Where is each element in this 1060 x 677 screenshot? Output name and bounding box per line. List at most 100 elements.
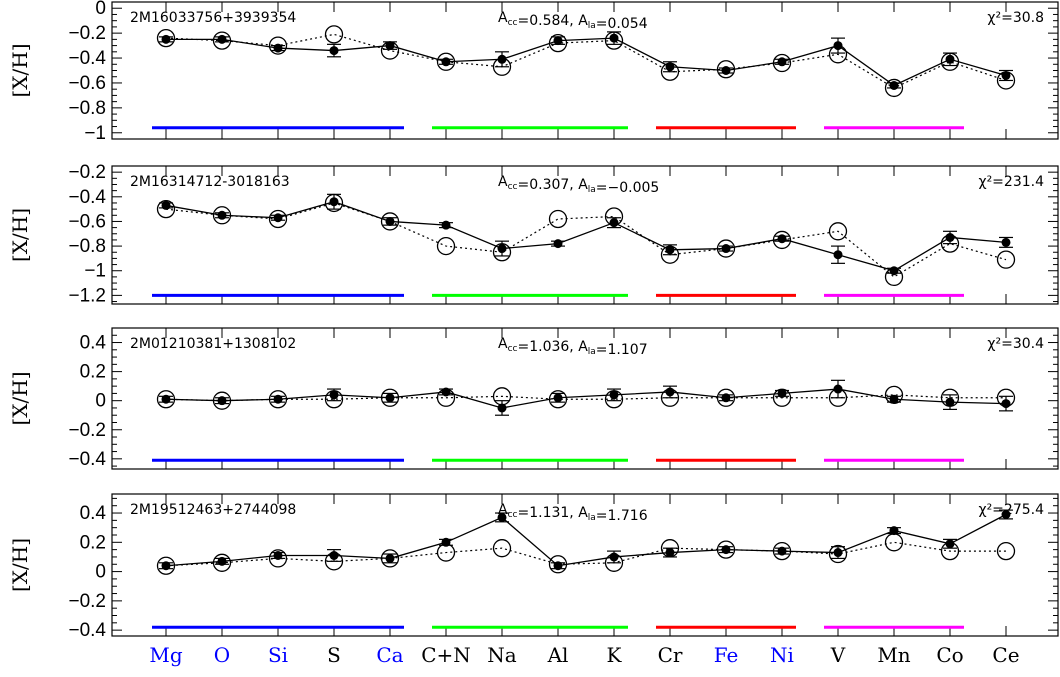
x-tick-label-S: S [327, 643, 341, 667]
observed-point-S [329, 390, 339, 400]
model-point-Fe [716, 60, 736, 79]
x-tick-label-Mn: Mn [877, 643, 910, 667]
x-tick-label-O: O [214, 643, 230, 667]
observed-point-Cr [665, 245, 675, 255]
observed-point-K [609, 552, 619, 562]
model-point-Na [492, 539, 512, 558]
model-point-Fe [716, 540, 736, 559]
observed-point-Na [497, 512, 507, 522]
annotation-text: A [498, 174, 508, 190]
model-line [165, 33, 1007, 89]
model-point-Ca [380, 212, 400, 231]
y-tick-label: −0.4 [68, 449, 106, 470]
model-point-O [212, 31, 232, 50]
y-tick-label: 0 [95, 391, 106, 412]
observed-point-Mg [161, 394, 171, 404]
observed-point-C+N [441, 220, 451, 230]
model-point-Ni [772, 541, 792, 561]
model-point-Si [268, 390, 288, 409]
y-tick-label: −1 [84, 123, 106, 144]
observed-point-V [833, 41, 843, 51]
observed-point-Al [553, 561, 563, 571]
annotation-text: A [574, 177, 588, 193]
observed-line [165, 513, 1007, 567]
model-line [165, 202, 1007, 278]
y-tick-label: 0 [95, 562, 106, 583]
annotation-subscript: la [588, 513, 596, 523]
annotation-text: A [498, 10, 508, 26]
annotation-subscript: cc [508, 18, 518, 28]
observed-point-Cr [665, 62, 675, 72]
model-point-O [212, 553, 232, 572]
chi-square-label: χ²=231.4 [978, 174, 1044, 190]
model-line [165, 394, 1006, 402]
chi-square-label: χ²=275.4 [978, 502, 1044, 518]
y-tick-label: 0.2 [80, 532, 106, 553]
model-point-S [324, 25, 344, 44]
fit-annotation: Acc=0.584, Ala=0.054 [498, 10, 648, 32]
observed-point-O [217, 34, 227, 44]
annotation-text: A [574, 505, 588, 521]
star-id: 2M19512463+2744098 [130, 502, 296, 518]
annotation-text: =0.307, [517, 177, 573, 193]
model-point-Mg [156, 28, 176, 48]
observed-point-Fe [721, 545, 731, 555]
model-point-Fe [716, 388, 736, 407]
y-tick-label: −0.4 [68, 48, 106, 69]
observed-point-K [609, 390, 619, 400]
observed-point-C+N [441, 57, 451, 67]
x-tick-label-Cr: Cr [658, 643, 683, 667]
annotation-subscript: cc [508, 344, 518, 354]
model-point-Ca [380, 549, 400, 568]
observed-point-Ce [1001, 237, 1011, 247]
y-tick-label: −0.2 [68, 591, 106, 612]
model-point-Al [548, 390, 568, 409]
model-point-Si [268, 209, 288, 229]
model-point-O [212, 391, 232, 410]
annotation-text: =1.131, [517, 505, 573, 521]
model-point-Ca [380, 388, 400, 407]
observed-point-Fe [721, 393, 731, 403]
y-tick-label: −0.6 [68, 211, 106, 232]
observed-point-Ni [777, 388, 787, 398]
annotation-text: A [574, 13, 588, 29]
observed-point-Ce [1001, 399, 1011, 409]
model-point-Mg [156, 556, 176, 575]
model-point-Al [548, 33, 568, 53]
x-tick-label-Si: Si [268, 643, 288, 667]
panel-1: 0 −0.2 −0.4 −0.6 −0.8 −1 [X/H] 2M16033756+39393… [8, 0, 1059, 144]
y-tick-label: 0.2 [80, 362, 106, 383]
observed-point-V [833, 250, 843, 260]
observed-point-Mn [889, 80, 899, 90]
star-id: 2M01210381+1308102 [130, 336, 296, 352]
x-tick-label-Mg: Mg [149, 643, 182, 667]
observed-line [165, 201, 1007, 272]
panel-3: 0.4 0.2 0 −0.2 −0.4 [X/H] 2M01210381+1308102 Ac… [8, 327, 1059, 470]
observed-point-Na [497, 403, 507, 413]
annotation-subscript: cc [508, 182, 518, 192]
observed-point-K [609, 218, 619, 228]
x-tick-label-Co: Co [936, 643, 963, 667]
star-id: 2M16314712-3018163 [130, 174, 290, 190]
observed-point-Fe [721, 66, 731, 75]
observed-point-K [609, 33, 619, 43]
model-point-Fe [716, 239, 736, 258]
observed-point-V [833, 548, 843, 558]
fit-annotation: Acc=0.307, Ala=−0.005 [498, 174, 659, 196]
observed-point-S [329, 46, 339, 56]
observed-point-Al [553, 239, 563, 249]
annotation-text: =1.036, [517, 339, 573, 355]
fit-annotation: Acc=1.131, Ala=1.716 [498, 502, 648, 524]
panel-frame [111, 327, 1059, 470]
observed-point-Co [945, 54, 955, 64]
panel-frame [111, 493, 1059, 637]
x-tick-label-C+N: C+N [421, 643, 471, 667]
observed-point-Ce [1001, 509, 1011, 519]
observed-line [166, 37, 1007, 87]
annotation-text: =−0.005 [596, 180, 660, 196]
observed-point-O [217, 556, 227, 566]
observed-point-Ca [385, 553, 395, 563]
y-tick-label: 0.4 [80, 503, 107, 524]
observed-point-V [833, 384, 843, 394]
